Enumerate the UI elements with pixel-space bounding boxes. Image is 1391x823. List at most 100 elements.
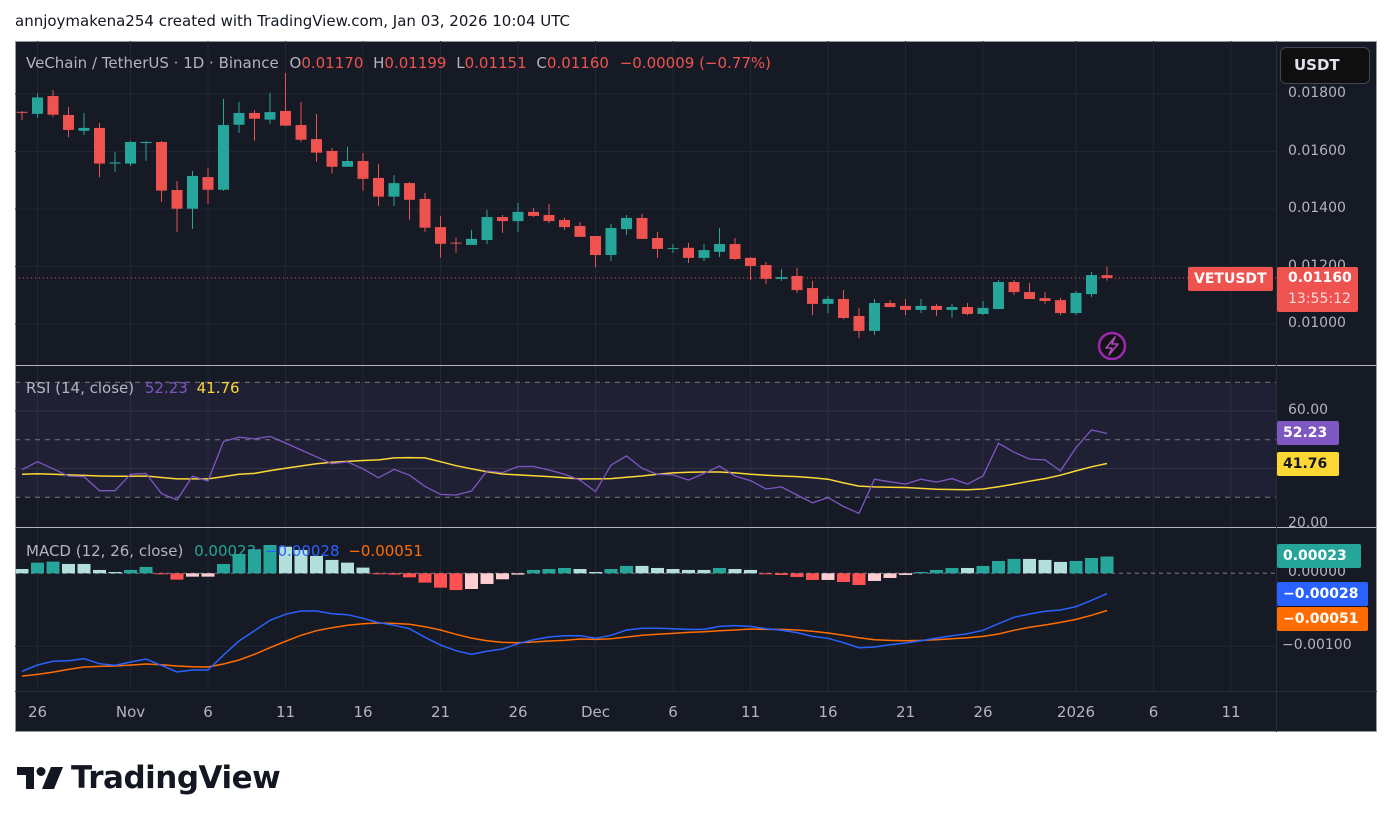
candle-body [698, 250, 710, 258]
macd-histogram-bar [449, 573, 463, 591]
candle-body [419, 198, 431, 228]
low-value: 0.01151 [464, 54, 527, 72]
macd-legend[interactable]: MACD (12, 26, close) 0.00023 −0.00028 −0… [26, 542, 423, 560]
macd-histogram-bar [775, 573, 788, 575]
chart-canvas[interactable] [15, 41, 1377, 732]
candle-down [931, 303, 942, 316]
macd-histogram-bar [945, 567, 959, 574]
candle-body [962, 307, 973, 314]
symbol-legend[interactable]: VeChain / TetherUS · 1D · Binance O0.011… [26, 54, 771, 72]
macd-histogram-bar [77, 563, 91, 574]
candle-up [915, 298, 927, 314]
candle-down [280, 73, 291, 126]
candle-up [822, 296, 834, 314]
macd-histogram-bar [108, 571, 122, 574]
candle-down [574, 221, 586, 237]
macd-histogram-bar [201, 573, 215, 577]
rsi-axis-label: 20.00 [1288, 515, 1329, 527]
last-price: 0.01160 [1288, 270, 1352, 286]
rsi-line [21, 429, 1108, 515]
candle-body [1086, 275, 1097, 295]
candle-body [326, 150, 338, 167]
candle-body [32, 97, 43, 114]
macd-histogram-bar [837, 573, 850, 582]
candle-body [63, 114, 74, 130]
macd-histogram-bar [403, 573, 416, 578]
high-value: 0.01199 [384, 54, 447, 72]
candle-up [667, 244, 679, 253]
rsi-ma-badge: 41.76 [1277, 452, 1339, 476]
candle-down [683, 242, 694, 264]
candle-up [264, 93, 276, 124]
candle-up [109, 152, 121, 172]
macd-histogram-bar [294, 549, 308, 574]
candle-down [435, 215, 446, 258]
candle-body [1008, 282, 1020, 293]
candle-down [884, 300, 896, 308]
macd-line-value: −0.00028 [264, 542, 340, 560]
macd-histogram-bar [604, 568, 618, 574]
macd-signal-value: −0.00051 [348, 542, 423, 560]
macd-histogram-bar [15, 568, 29, 574]
candle-up [977, 301, 989, 316]
macd-histogram-bar [542, 568, 556, 574]
macd-histogram-bar [93, 569, 106, 574]
macd-histogram-bar [961, 567, 974, 574]
candle-up [1086, 271, 1097, 297]
candle-body [497, 217, 508, 222]
candle-body [574, 225, 586, 237]
candle-body [776, 277, 787, 279]
lightning-icon[interactable] [1097, 331, 1127, 361]
candle-down [404, 181, 415, 220]
macd-histogram-bar [620, 565, 633, 574]
price-axis-label: 0.01800 [1288, 85, 1346, 101]
candle-body [1055, 300, 1066, 314]
candle-body [16, 111, 28, 113]
candle-body [264, 112, 276, 120]
candle-down [295, 102, 307, 142]
rsi-legend[interactable]: RSI (14, close) 52.23 41.76 [26, 379, 240, 397]
candle-body [466, 238, 477, 245]
time-axis-label: 26 [27, 703, 48, 721]
candle-body [760, 265, 772, 279]
macd-histogram-bar [992, 560, 1005, 574]
candle-body [233, 112, 245, 125]
macd-histogram-bar [1100, 556, 1114, 574]
candle-body [745, 257, 756, 266]
candle-down [807, 280, 818, 316]
macd-histogram-bar [62, 563, 75, 574]
candle-down [94, 123, 105, 178]
candle-body [171, 190, 183, 209]
candle-down [559, 217, 570, 230]
currency-button[interactable]: USDT [1280, 47, 1370, 84]
candle-down [543, 204, 555, 224]
candle-down [962, 303, 973, 316]
candle-down [652, 232, 663, 258]
candle-body [435, 227, 446, 244]
macd-histogram-bar [697, 569, 711, 574]
candle-body [1101, 275, 1113, 278]
macd-plot [15, 544, 1114, 677]
candle-body [652, 238, 663, 249]
candle-down [900, 298, 911, 316]
candle-body [807, 288, 818, 304]
macd-histogram-bar [790, 573, 804, 577]
macd-histogram-bar [868, 573, 881, 581]
candle-body [1039, 298, 1051, 301]
macd-histogram-bar [279, 546, 292, 574]
time-axis-label: 21 [430, 703, 451, 721]
candle-down [590, 236, 601, 268]
tradingview-logo-text: TradingView [71, 760, 281, 796]
candle-body [559, 219, 570, 228]
candle-down [326, 148, 338, 174]
candle-body [853, 315, 865, 331]
macd-signal-line [21, 609, 1108, 677]
macd-axis-label: 0.00000 [1288, 564, 1346, 580]
candle-up [125, 140, 136, 166]
time-axis-label: 26 [973, 703, 993, 721]
rsi-band-lines [15, 381, 1276, 498]
candle-body [140, 142, 152, 144]
candle-down [16, 110, 28, 120]
candle-down [249, 110, 260, 141]
candle-up [512, 202, 524, 232]
